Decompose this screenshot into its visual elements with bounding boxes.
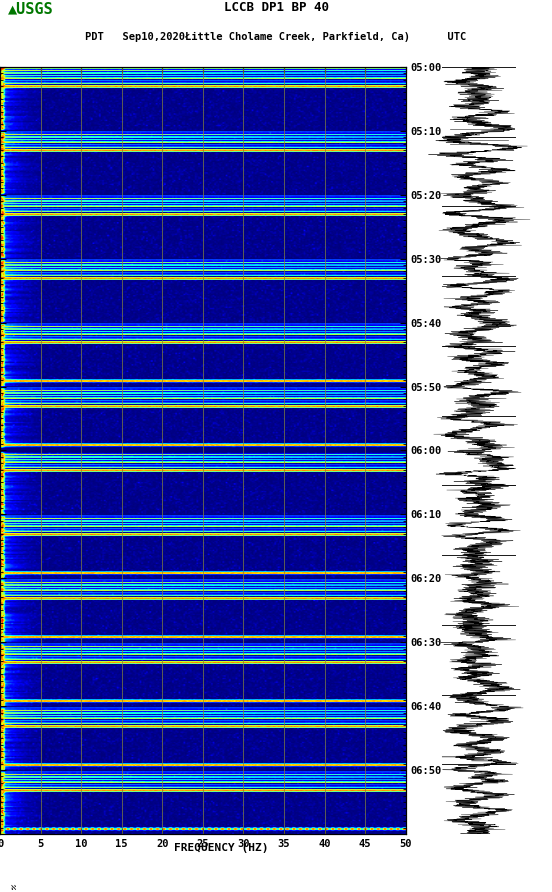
Text: LCCB DP1 BP 40: LCCB DP1 BP 40: [224, 1, 328, 14]
Text: ℵ: ℵ: [11, 885, 17, 891]
Text: FREQUENCY (HZ): FREQUENCY (HZ): [173, 843, 268, 853]
Text: ▲USGS: ▲USGS: [8, 1, 54, 16]
Text: PDT   Sep10,2020Łittle Cholame Creek, Parkfield, Ca)      UTC: PDT Sep10,2020Łittle Cholame Creek, Park…: [86, 32, 466, 42]
